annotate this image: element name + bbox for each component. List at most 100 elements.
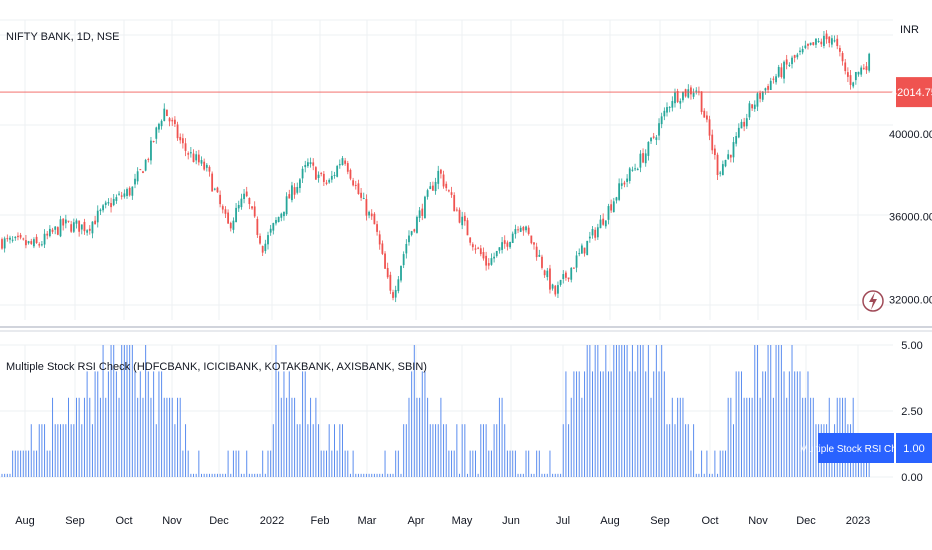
candle-body	[785, 59, 788, 65]
candle-body	[546, 270, 549, 278]
candle-body	[440, 169, 442, 174]
candle-body	[844, 62, 847, 72]
candle-body	[655, 137, 658, 140]
indicator-value-label: 1.00	[903, 443, 924, 455]
candle-body	[559, 279, 562, 285]
candle-body	[64, 219, 67, 224]
candle-body	[721, 164, 724, 176]
candle-body	[703, 110, 706, 118]
candle-body	[120, 195, 123, 197]
candle-body	[405, 243, 408, 254]
candle-body	[503, 240, 506, 244]
candle-body	[831, 38, 833, 45]
candle-body	[639, 153, 642, 168]
time-tick-label: Nov	[748, 515, 768, 527]
candle-body	[777, 66, 780, 77]
candle-body	[187, 153, 190, 155]
candle-body	[753, 104, 756, 109]
candle-body	[192, 153, 195, 162]
rsi-tick-label: 0.00	[901, 472, 922, 484]
candle-body	[253, 206, 256, 217]
candle-body	[224, 209, 227, 214]
candle-body	[724, 159, 727, 167]
candle-body	[83, 221, 86, 232]
candle-body	[788, 64, 791, 66]
candle-body	[171, 119, 174, 122]
rsi-tick-label: 5.00	[901, 340, 922, 352]
candle-body	[205, 164, 208, 168]
candle-body	[679, 100, 682, 104]
price-tick-label: 32000.00	[889, 294, 932, 306]
candle-body	[150, 140, 152, 161]
lightning-icon[interactable]	[862, 290, 884, 312]
candle-body	[817, 40, 820, 42]
candle-body	[551, 284, 554, 289]
candle-body	[17, 235, 19, 238]
candle-body	[780, 67, 783, 78]
candle-body	[554, 285, 557, 295]
candle-body	[586, 240, 589, 256]
candle-body	[453, 195, 456, 212]
candle-body	[833, 40, 836, 42]
candle-body	[320, 173, 323, 175]
candle-body	[102, 205, 104, 211]
candle-body	[623, 182, 626, 185]
candle-body	[296, 186, 299, 193]
candle-body	[328, 179, 331, 183]
time-tick-label: Aug	[15, 515, 35, 527]
candle-body	[22, 238, 25, 240]
candle-body	[408, 235, 410, 243]
candle-body	[761, 91, 764, 100]
candle-body	[128, 187, 131, 196]
candle-body	[434, 181, 437, 192]
candle-body	[509, 241, 511, 248]
candle-body	[804, 45, 807, 48]
candle-body	[314, 167, 317, 180]
candle-body	[713, 148, 716, 155]
candle-body	[647, 141, 650, 156]
candle-body	[386, 267, 389, 278]
candle-body	[663, 110, 666, 117]
candle-body	[612, 201, 615, 213]
candle-body	[695, 90, 698, 92]
candle-body	[35, 236, 38, 244]
candle-body	[596, 227, 599, 238]
candle-body	[578, 252, 581, 255]
candle-body	[251, 206, 253, 209]
candle-body	[397, 279, 400, 292]
candle-body	[450, 192, 453, 195]
candle-body	[378, 234, 381, 245]
candle-body	[618, 183, 621, 200]
candle-body	[482, 252, 485, 259]
candle-body	[360, 192, 362, 198]
candle-body	[309, 162, 312, 165]
candle-body	[227, 212, 229, 224]
candle-body	[1, 239, 3, 249]
time-tick-label: Nov	[162, 515, 182, 527]
candle-body	[259, 235, 261, 244]
candle-body	[166, 109, 168, 117]
candle-body	[809, 42, 812, 45]
candle-body	[421, 208, 424, 216]
candle-body	[615, 197, 618, 201]
candle-body	[735, 136, 738, 144]
candle-body	[745, 118, 748, 127]
candle-body	[727, 154, 730, 159]
candle-body	[692, 92, 695, 97]
candle-body	[112, 198, 115, 206]
rsi-bars	[1, 345, 870, 477]
candle-body	[857, 71, 860, 75]
candle-body	[748, 103, 751, 118]
candle-body	[466, 220, 469, 236]
candle-body	[549, 268, 551, 290]
candle-body	[836, 38, 839, 47]
candle-body	[54, 226, 57, 230]
candle-body	[152, 141, 155, 143]
candle-body	[211, 173, 214, 192]
candle-body	[402, 254, 405, 266]
price-pane-grid	[0, 19, 893, 320]
candle-body	[493, 256, 495, 259]
candle-body	[791, 57, 793, 65]
candle-body	[9, 237, 11, 240]
candle-body	[868, 53, 871, 71]
